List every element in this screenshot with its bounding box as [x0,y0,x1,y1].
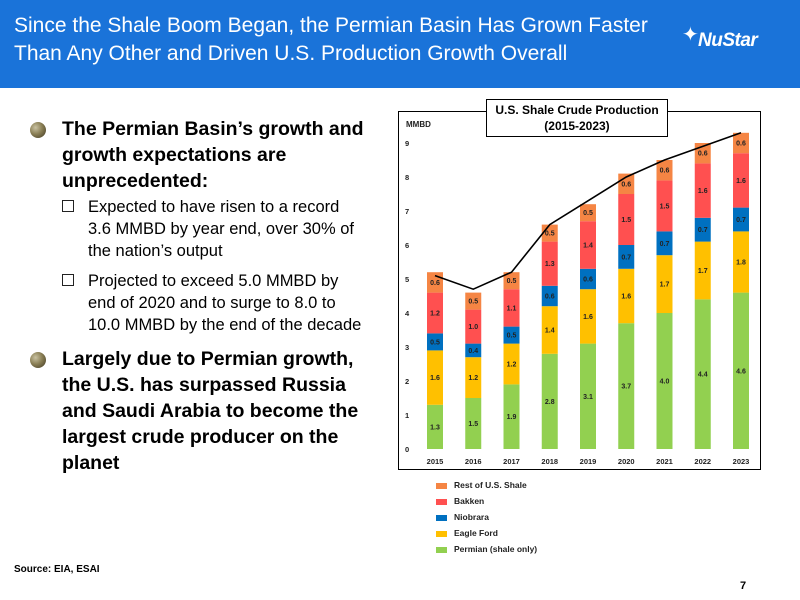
legend-label: Niobrara [454,512,489,522]
legend-label: Eagle Ford [454,528,498,538]
bullet-sub-1: Expected to have risen to a record 3.6 M… [26,196,366,262]
checkbox-bullet-icon [62,274,74,286]
star-icon: ✦ [682,24,699,46]
bullet-sub-2-text: Projected to exceed 5.0 MMBD by end of 2… [88,272,362,334]
bullet-dot-icon [30,352,46,368]
bullet-dot-icon [30,122,46,138]
checkbox-bullet-icon [62,200,74,212]
legend-swatch [436,483,447,489]
legend-item: Permian (shale only) [436,544,636,560]
legend-label: Rest of U.S. Shale [454,480,527,490]
chart-title: U.S. Shale Crude Production (2015-2023) [486,99,668,137]
chart-frame [398,111,761,470]
logo-text: NuStar [698,30,758,51]
legend-label: Permian (shale only) [454,544,538,554]
bullet-main-2-text: Largely due to Permian growth, the U.S. … [62,348,359,474]
legend-swatch [436,499,447,505]
bullet-main-2: Largely due to Permian growth, the U.S. … [26,346,366,476]
bullet-list: The Permian Basin’s growth and growth ex… [26,116,366,476]
title-banner: Since the Shale Boom Began, the Permian … [0,0,800,88]
bullet-sub-1-text: Expected to have risen to a record 3.6 M… [88,198,354,260]
page-number: 7 [740,580,747,592]
legend-item: Bakken [436,496,636,512]
legend-item: Eagle Ford [436,528,636,544]
bullet-main-1-text: The Permian Basin’s growth and growth ex… [62,118,364,192]
legend-swatch [436,531,447,537]
legend-swatch [436,515,447,521]
bullet-sub-2: Projected to exceed 5.0 MMBD by end of 2… [26,270,366,336]
legend-label: Bakken [454,496,485,506]
source-note: Source: EIA, ESAI [14,564,100,575]
legend-swatch [436,547,447,553]
chart-title-line2: (2015-2023) [544,119,610,133]
bullet-main-1: The Permian Basin’s growth and growth ex… [26,116,366,194]
legend-item: Niobrara [436,512,636,528]
chart-legend: Rest of U.S. Shale Bakken Niobrara Eagle Fo… [436,480,636,560]
legend-item: Rest of U.S. Shale [436,480,636,496]
chart-title-line1: U.S. Shale Crude Production [495,103,659,117]
nustar-logo: ✦ NuStar [682,22,774,62]
slide-title: Since the Shale Boom Began, the Permian … [14,14,648,65]
